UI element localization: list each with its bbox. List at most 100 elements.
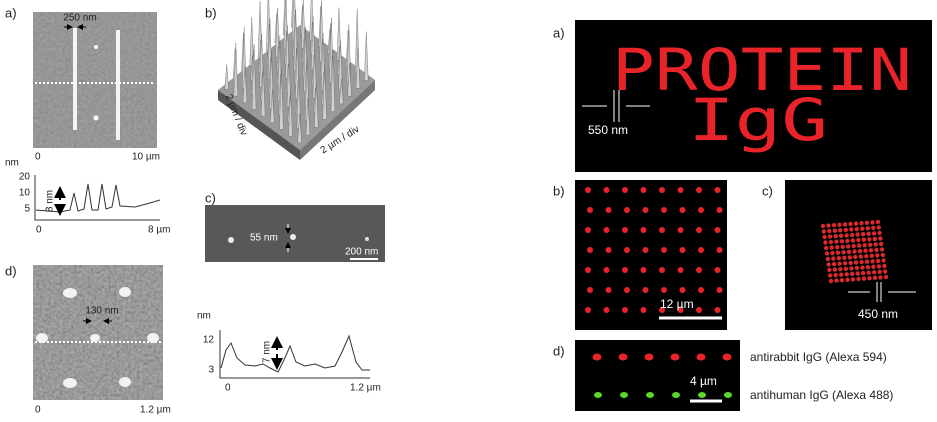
dot xyxy=(855,266,859,270)
afm-texture xyxy=(33,265,163,400)
y-label: 5 xyxy=(24,204,30,215)
dot xyxy=(696,187,702,193)
dot xyxy=(859,221,863,225)
profile-axes xyxy=(220,330,370,378)
dot xyxy=(842,256,846,260)
dot xyxy=(624,287,630,293)
dot xyxy=(849,266,853,270)
height-label: 7 nm xyxy=(262,341,273,363)
dot xyxy=(680,247,686,253)
dot xyxy=(641,227,647,233)
dot xyxy=(826,257,830,261)
dot xyxy=(834,273,838,277)
dot xyxy=(824,246,828,250)
dot xyxy=(850,233,854,237)
dot xyxy=(854,260,858,264)
legend-red: antirabbit IgG (Alexa 594) xyxy=(750,350,887,364)
dot xyxy=(604,267,610,273)
height-profile xyxy=(221,336,370,372)
dot xyxy=(838,267,842,271)
dot xyxy=(835,245,839,249)
dot xyxy=(696,307,702,313)
dot xyxy=(884,275,888,279)
dot xyxy=(606,207,612,213)
dot xyxy=(874,242,878,246)
dot xyxy=(365,237,369,241)
dot xyxy=(698,287,704,293)
dot xyxy=(646,392,654,398)
dot xyxy=(821,224,825,228)
dot xyxy=(880,247,884,251)
dot xyxy=(847,250,851,254)
dot xyxy=(659,267,665,273)
dot xyxy=(863,249,867,253)
dot xyxy=(829,279,833,283)
panel-label: b) xyxy=(205,5,217,20)
scale-label: 12 µm xyxy=(660,297,694,311)
dot xyxy=(881,253,885,257)
dot xyxy=(855,232,859,236)
dot xyxy=(870,259,874,263)
axis-label: 1.2 µm xyxy=(350,383,381,394)
dot xyxy=(826,262,830,266)
dot xyxy=(866,265,870,269)
dot xyxy=(848,261,852,265)
dot xyxy=(717,247,723,253)
dot xyxy=(848,222,852,226)
scale-label: 4 µm xyxy=(690,374,717,388)
dot xyxy=(866,232,870,236)
dot xyxy=(876,220,880,224)
dot xyxy=(661,287,667,293)
dot xyxy=(854,221,858,225)
dot xyxy=(863,243,867,247)
dot xyxy=(604,307,610,313)
dot xyxy=(859,260,863,264)
line-feature xyxy=(73,28,77,130)
axis-label: 8 µm xyxy=(148,225,170,236)
axis-label: 0 xyxy=(35,152,41,163)
dot xyxy=(862,276,866,280)
dot xyxy=(697,354,706,361)
dot xyxy=(587,247,593,253)
dot xyxy=(641,187,647,193)
dot xyxy=(825,251,829,255)
spike xyxy=(364,32,368,81)
dot xyxy=(840,239,844,243)
dot xyxy=(865,260,869,264)
dot xyxy=(643,287,649,293)
dot xyxy=(641,267,647,273)
dot xyxy=(661,247,667,253)
dot xyxy=(671,354,680,361)
dot xyxy=(659,227,665,233)
dot xyxy=(661,207,667,213)
dot xyxy=(873,237,877,241)
dot xyxy=(643,207,649,213)
panel-label: b) xyxy=(553,183,565,198)
dot xyxy=(844,267,848,271)
dot xyxy=(620,392,628,398)
dot xyxy=(844,233,848,237)
dot xyxy=(843,222,847,226)
dot xyxy=(840,278,844,282)
panel-label: c) xyxy=(205,190,216,205)
dot xyxy=(715,267,721,273)
dot xyxy=(228,237,234,243)
feature-label: 55 nm xyxy=(250,233,278,244)
dot xyxy=(850,272,854,276)
dot xyxy=(862,238,866,242)
dot xyxy=(715,187,721,193)
dot xyxy=(837,256,841,260)
dot xyxy=(881,258,885,262)
height-label: 8 nm xyxy=(45,190,56,212)
dot xyxy=(696,267,702,273)
dot xyxy=(866,226,870,230)
dot xyxy=(870,254,874,258)
dot xyxy=(832,223,836,227)
dot xyxy=(680,287,686,293)
dot xyxy=(841,250,845,254)
dot xyxy=(871,265,875,269)
dot xyxy=(873,276,877,280)
dot xyxy=(698,392,706,398)
dot xyxy=(717,207,723,213)
figure: a) 250 nm 0 10 µm nm 20 10 5 8 nm 0 8 µm… xyxy=(0,0,937,417)
